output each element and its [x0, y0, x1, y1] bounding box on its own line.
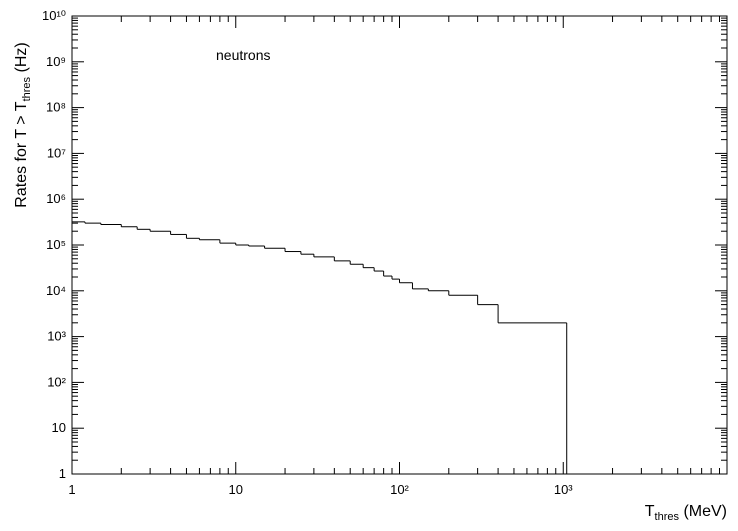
y-tick-label: 10²	[47, 374, 66, 389]
x-label-sub: thres	[655, 511, 680, 523]
y-tick-label: 10⁵	[46, 237, 66, 252]
y-tick-label: 10³	[47, 329, 66, 344]
y-tick-label: 1	[59, 466, 66, 481]
x-tick-label: 10	[229, 482, 243, 497]
annotation: neutrons	[216, 47, 270, 63]
x-tick-label: 10³	[554, 482, 573, 497]
y-axis-label: Rates for T > Tthres (Hz)	[13, 42, 33, 207]
x-label-rest: (MeV)	[679, 503, 727, 520]
x-axis-label: Tthres (MeV)	[645, 503, 727, 523]
y-label-sub: thres	[21, 76, 33, 101]
plot-frame	[71, 15, 728, 475]
x-tick-label: 1	[68, 482, 75, 497]
x-tick-label: 10²	[390, 482, 409, 497]
y-label-rest: (Hz)	[13, 42, 30, 77]
y-tick-label: 10⁴	[46, 283, 66, 298]
y-tick-label: 10⁷	[47, 145, 66, 160]
y-tick-label: 10⁸	[46, 100, 66, 115]
y-tick-label: 10¹⁰	[42, 8, 66, 23]
y-tick-label: 10⁶	[46, 191, 66, 206]
x-label-main: T	[645, 503, 655, 520]
y-tick-label: 10⁹	[46, 54, 66, 69]
y-label-main: Rates for T > T	[13, 101, 30, 208]
y-tick-label: 10	[52, 420, 66, 435]
